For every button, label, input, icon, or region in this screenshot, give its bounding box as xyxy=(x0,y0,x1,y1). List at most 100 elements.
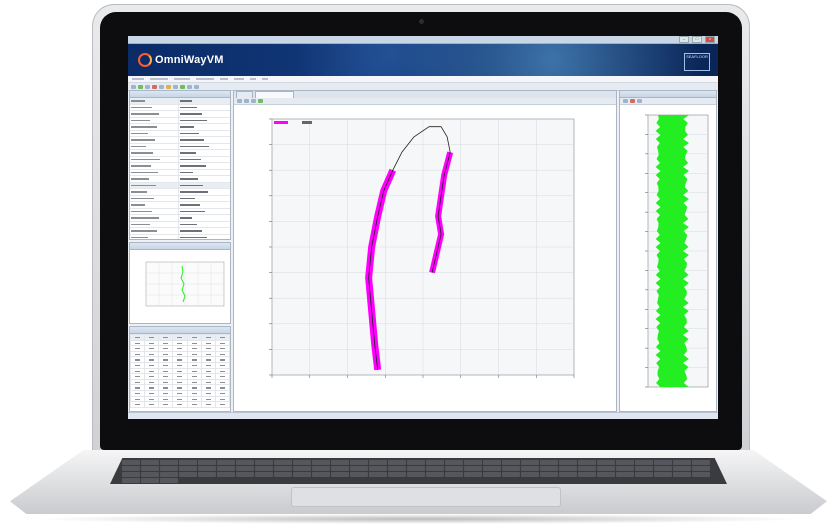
table-cell xyxy=(214,362,230,369)
table-row[interactable] xyxy=(130,345,230,352)
menu-item[interactable] xyxy=(250,78,256,80)
track-panel xyxy=(233,90,617,412)
property-row[interactable] xyxy=(130,156,230,163)
property-row[interactable] xyxy=(130,169,230,176)
table-row[interactable] xyxy=(130,334,230,341)
toolbar-button[interactable] xyxy=(187,84,192,89)
property-row[interactable] xyxy=(130,130,230,137)
zoom-out-icon[interactable] xyxy=(244,99,249,103)
property-row[interactable] xyxy=(130,149,230,157)
menu-item[interactable] xyxy=(262,78,268,80)
keyboard-key xyxy=(255,460,273,465)
menu-item[interactable] xyxy=(234,78,244,80)
property-value xyxy=(178,234,230,239)
menu-item[interactable] xyxy=(174,78,190,80)
property-row[interactable] xyxy=(130,175,230,183)
keyboard-key xyxy=(578,472,596,477)
property-row[interactable] xyxy=(130,104,230,111)
table-cell xyxy=(214,395,230,403)
property-row[interactable] xyxy=(130,201,230,209)
property-key xyxy=(130,156,179,163)
property-key xyxy=(130,149,179,157)
property-key xyxy=(130,221,179,228)
speed-panel-title xyxy=(130,243,230,250)
table-row[interactable] xyxy=(130,395,230,403)
property-row[interactable] xyxy=(130,221,230,228)
maximize-button[interactable]: □ xyxy=(692,36,702,43)
property-value xyxy=(178,214,230,222)
property-row[interactable] xyxy=(130,234,230,239)
keyboard-key xyxy=(388,466,406,471)
property-row[interactable] xyxy=(130,117,230,124)
close-button[interactable]: × xyxy=(705,36,715,43)
menu-item[interactable] xyxy=(196,78,214,80)
property-row[interactable] xyxy=(130,98,230,105)
menu-item[interactable] xyxy=(150,78,168,80)
toolbar-button[interactable] xyxy=(159,84,164,89)
table-row[interactable] xyxy=(130,389,230,397)
toolbar-button[interactable] xyxy=(637,99,642,103)
table-row[interactable] xyxy=(130,373,230,380)
keyboard-key xyxy=(597,460,615,465)
toolbar-button[interactable] xyxy=(630,99,635,103)
pan-icon[interactable] xyxy=(251,99,256,103)
property-row[interactable] xyxy=(130,143,230,150)
fit-icon[interactable] xyxy=(258,99,263,103)
keyboard-key xyxy=(654,460,672,465)
keyboard-key xyxy=(692,466,710,471)
toolbar-button[interactable] xyxy=(131,84,136,89)
webcam xyxy=(419,19,424,24)
property-row[interactable] xyxy=(130,110,230,118)
property-value xyxy=(178,227,230,235)
keyboard-key xyxy=(331,472,349,477)
toolbar-button[interactable] xyxy=(180,84,185,89)
table-row[interactable] xyxy=(130,339,230,347)
table-row[interactable] xyxy=(130,362,230,369)
property-row[interactable] xyxy=(130,182,230,189)
tab-overview[interactable] xyxy=(236,91,253,98)
keyboard-key xyxy=(122,460,140,465)
minimize-button[interactable]: – xyxy=(679,36,689,43)
property-row[interactable] xyxy=(130,208,230,215)
table-row[interactable] xyxy=(130,378,230,386)
property-value xyxy=(178,98,230,105)
keyboard-key xyxy=(236,460,254,465)
toolbar-button[interactable] xyxy=(623,99,628,103)
keyboard-key xyxy=(540,472,558,477)
table-row[interactable] xyxy=(130,401,230,408)
tab-track-plot[interactable] xyxy=(254,91,294,98)
property-value xyxy=(178,195,230,202)
property-row[interactable] xyxy=(130,123,230,131)
keyboard-key xyxy=(293,466,311,471)
property-value xyxy=(178,149,230,157)
keyboard-key xyxy=(388,472,406,477)
property-row[interactable] xyxy=(130,136,230,144)
track-chart-area xyxy=(234,105,616,411)
property-value xyxy=(178,169,230,176)
keyboard-key xyxy=(464,460,482,465)
menu-item[interactable] xyxy=(220,78,228,80)
table-cell xyxy=(214,350,230,358)
toolbar-button[interactable] xyxy=(145,84,150,89)
table-row[interactable] xyxy=(130,356,230,363)
property-row[interactable] xyxy=(130,227,230,235)
table-row[interactable] xyxy=(130,384,230,391)
keyboard-key xyxy=(160,460,178,465)
table-row[interactable] xyxy=(130,367,230,375)
table-cell xyxy=(214,389,230,397)
toolbar-button[interactable] xyxy=(138,84,143,89)
property-row[interactable] xyxy=(130,162,230,170)
keyboard-key xyxy=(673,466,691,471)
keyboard-key xyxy=(350,472,368,477)
toolbar-button[interactable] xyxy=(173,84,178,89)
property-value xyxy=(178,162,230,170)
toolbar-button[interactable] xyxy=(152,84,157,89)
property-row[interactable] xyxy=(130,214,230,222)
property-row[interactable] xyxy=(130,195,230,202)
toolbar-button[interactable] xyxy=(194,84,199,89)
table-row[interactable] xyxy=(130,350,230,358)
property-row[interactable] xyxy=(130,188,230,196)
zoom-in-icon[interactable] xyxy=(237,99,242,103)
toolbar-button[interactable] xyxy=(166,84,171,89)
menu-item[interactable] xyxy=(132,78,144,80)
